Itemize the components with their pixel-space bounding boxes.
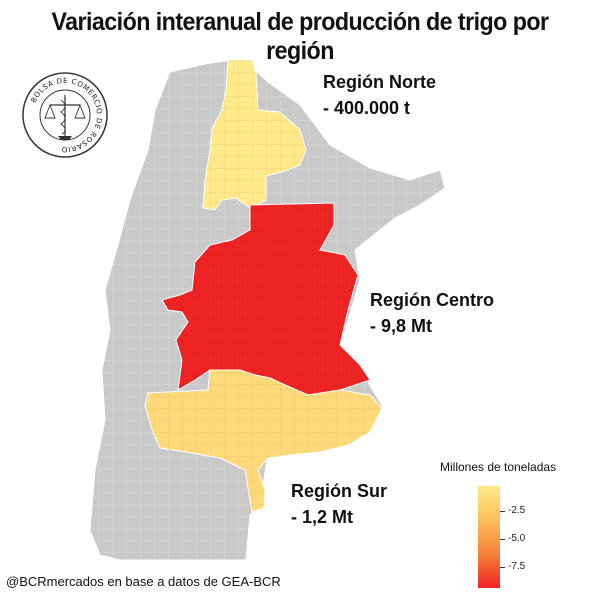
legend-tick-label: -5.0	[508, 533, 526, 544]
region-sur-value: - 1,2 Mt	[291, 507, 354, 527]
color-legend: Millones de toneladas -2.5 -5.0 -7.5	[440, 460, 600, 590]
source-credit: @BCRmercados en base a datos de GEA-BCR	[6, 574, 281, 589]
region-norte-label: Región Norte - 400.000 t	[323, 69, 436, 121]
legend-tick	[500, 567, 505, 568]
region-norte-value: - 400.000 t	[323, 98, 411, 118]
region-centro-value: - 9,8 Mt	[370, 316, 433, 336]
region-sur-name: Región Sur	[291, 481, 388, 501]
region-centro-name: Región Centro	[370, 290, 494, 310]
legend-color-bar	[478, 486, 500, 588]
map-title: Variación interanual de producción de tr…	[51, 8, 550, 65]
region-norte-name: Región Norte	[323, 72, 437, 92]
legend-tick-label: -7.5	[508, 561, 526, 572]
region-centro-label: Región Centro - 9,8 Mt	[370, 287, 494, 339]
legend-tick	[500, 511, 505, 512]
legend-tick	[500, 539, 505, 540]
bolsa-comercio-rosario-seal: BOLSA DE COMERCIO DE ROSARIO	[22, 72, 108, 158]
legend-title: Millones de toneladas	[440, 460, 557, 474]
region-sur-label: Región Sur - 1,2 Mt	[291, 478, 387, 530]
legend-tick-label: -2.5	[508, 505, 526, 516]
